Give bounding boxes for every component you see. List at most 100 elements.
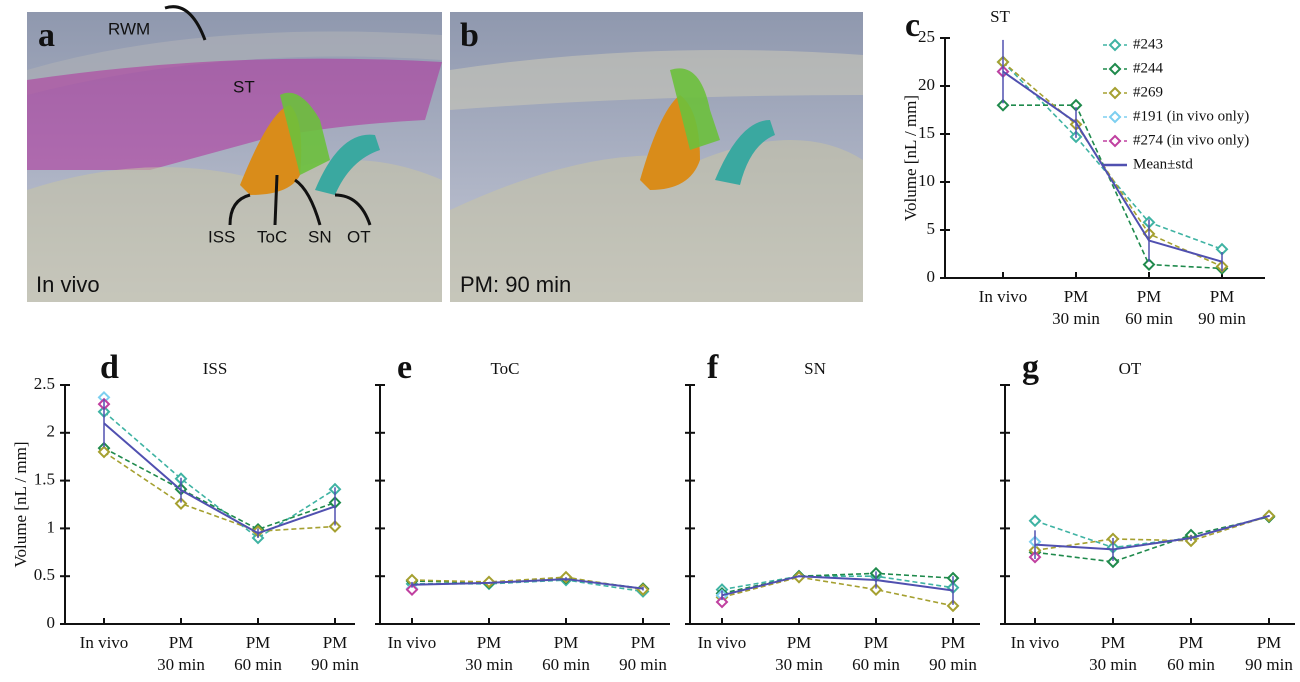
x-tick-label: PM 60 min [1167, 633, 1215, 674]
arrow [294, 178, 322, 226]
x-tick-label: PM 60 min [542, 633, 590, 674]
structure-label: SN [308, 227, 332, 246]
arrow [273, 174, 279, 226]
series-line [721, 576, 954, 607]
st-shape [27, 58, 442, 170]
x-tick-label: PM 30 min [1089, 633, 1137, 674]
legend-label: #243 [1133, 36, 1163, 52]
structure-label: ST [233, 77, 255, 96]
mean-line [103, 422, 336, 535]
iss-shape [240, 105, 302, 195]
y-tick-label: 15 [918, 123, 935, 142]
structure-label: ISS [208, 227, 235, 246]
panel-letter: g [1022, 349, 1039, 386]
legend-marker [1108, 62, 1122, 76]
x-tick-label: In vivo [388, 633, 437, 652]
y-tick-label: 1 [47, 517, 56, 536]
data-point [996, 98, 1010, 112]
data-point [715, 595, 729, 609]
data-point [1142, 258, 1156, 271]
tissue-shape [450, 140, 863, 302]
x-tick-label: PM 30 min [465, 633, 513, 674]
x-tick-label: In vivo [979, 287, 1028, 306]
x-tick-label: PM 30 min [1052, 287, 1100, 328]
structure-label: ToC [257, 227, 287, 246]
panel-letter: f [707, 349, 719, 386]
x-tick-label: PM 90 min [1245, 633, 1293, 674]
chart-title: ISS [203, 359, 228, 378]
legend-label: #269 [1133, 84, 1163, 100]
mean-line [1034, 515, 1270, 551]
data-point [869, 583, 883, 596]
panel-letter: a [38, 17, 55, 54]
series-line [1034, 515, 1270, 552]
y-axis-label: Volume [nL / mm] [11, 441, 30, 567]
data-point [946, 599, 960, 613]
x-tick-label: PM 90 min [311, 633, 359, 674]
y-tick-label: 2.5 [34, 374, 55, 393]
legend-marker [1108, 134, 1122, 148]
data-point [97, 445, 111, 459]
series-line [1003, 104, 1223, 270]
series-line [1034, 516, 1270, 563]
structure-label: RWM [108, 19, 150, 38]
x-tick-label: PM 90 min [1198, 287, 1246, 328]
panel-caption: In vivo [36, 272, 100, 297]
panel-b: b PM: 90 min [450, 12, 863, 302]
y-tick-label: 25 [918, 27, 935, 46]
legend-marker [1108, 110, 1122, 124]
data-point [328, 520, 342, 533]
data-point [405, 583, 419, 596]
legend-label: #274 (in vivo only) [1133, 132, 1249, 148]
legend-label: #244 [1133, 60, 1164, 76]
y-tick-label: 5 [927, 219, 936, 238]
x-tick-label: PM 30 min [775, 633, 823, 674]
y-tick-label: 0 [47, 613, 56, 632]
y-tick-label: 0 [927, 267, 936, 286]
ot-shape [715, 120, 775, 185]
y-tick-label: 10 [918, 171, 935, 190]
legend-label: Mean±std [1133, 156, 1193, 172]
x-tick-label: PM 60 min [852, 633, 900, 674]
legend-marker [1108, 86, 1122, 100]
rwm-shape [27, 31, 442, 95]
legend-label: #191 (in vivo only) [1133, 108, 1249, 124]
legend-marker [1108, 38, 1122, 52]
chart-title: ST [990, 7, 1010, 26]
x-tick-label: PM 60 min [1125, 287, 1173, 328]
chart-title: ToC [490, 359, 519, 378]
tissue-shape [450, 50, 863, 110]
x-tick-label: In vivo [1011, 633, 1060, 652]
x-tick-label: PM 90 min [929, 633, 977, 674]
y-tick-label: 1.5 [34, 470, 55, 489]
series-line [103, 411, 336, 539]
x-tick-label: In vivo [80, 633, 129, 652]
series-line [103, 447, 336, 531]
x-tick-label: PM 30 min [157, 633, 205, 674]
mean-line [721, 575, 954, 597]
panel-caption: PM: 90 min [460, 272, 571, 297]
structure-label: OT [347, 227, 371, 246]
series-line [721, 575, 954, 591]
arrow [228, 193, 251, 226]
y-axis-label: Volume [nL / mm] [901, 95, 920, 221]
y-tick-label: 2 [47, 422, 56, 441]
ot-shape [315, 134, 380, 195]
panel-letter: c [905, 7, 920, 44]
panel-letter: e [397, 349, 412, 386]
data-point [1106, 555, 1120, 569]
series-line [721, 572, 954, 595]
data-point [1028, 514, 1042, 528]
y-tick-label: 0.5 [34, 565, 55, 584]
toc-shape [670, 68, 720, 150]
panel-a: a RWM ST ISS ToC SN OT In vivo [27, 5, 442, 302]
toc-shape [280, 92, 330, 175]
x-tick-label: PM 90 min [619, 633, 667, 674]
y-tick-label: 20 [918, 75, 935, 94]
data-point [174, 497, 188, 510]
chart-title: SN [804, 359, 826, 378]
panel-letter: d [100, 349, 119, 386]
arrow [334, 193, 372, 226]
mean-line [1002, 70, 1223, 263]
